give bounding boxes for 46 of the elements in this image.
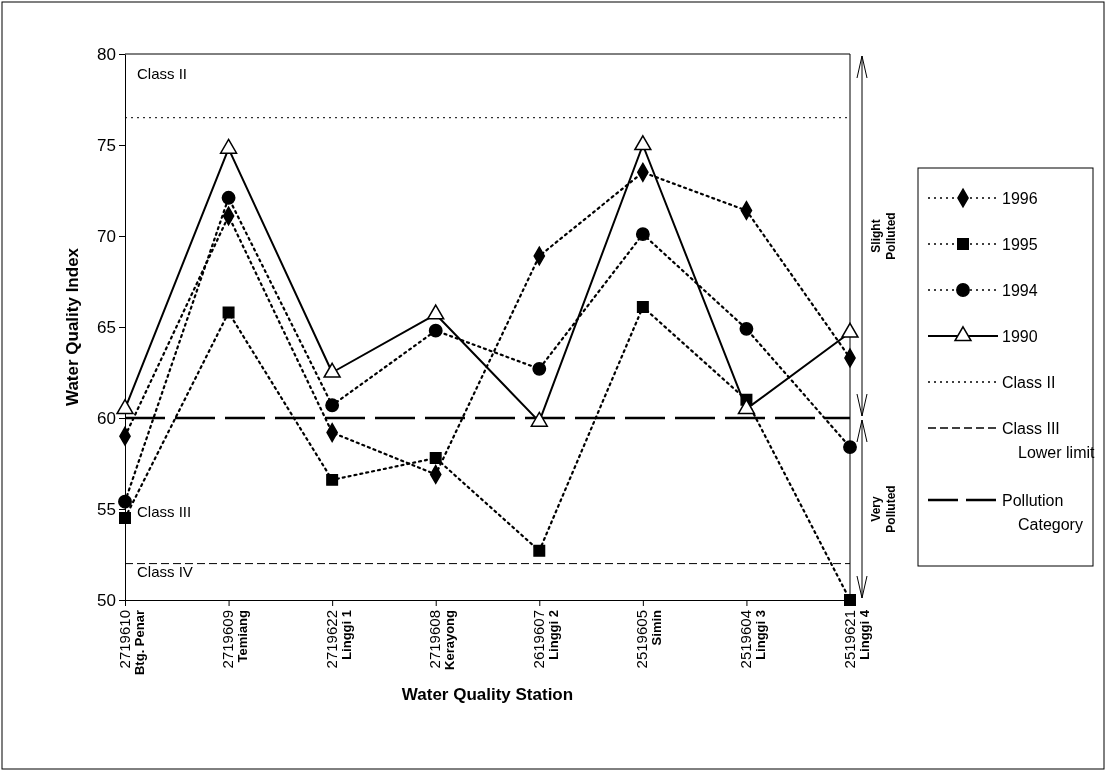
x-tick-label: 2719608 Kerayong — [426, 609, 458, 670]
point — [427, 304, 445, 320]
point — [428, 323, 443, 338]
legend-label: Class II — [1002, 373, 1056, 391]
point — [119, 512, 131, 525]
y-tick-label: 55 — [97, 499, 116, 519]
point — [739, 321, 754, 336]
x-tick-label: 2719610 Btg. Penar — [115, 610, 147, 676]
point — [635, 227, 650, 242]
point — [326, 473, 339, 486]
y-tick-label: 75 — [97, 135, 116, 155]
point — [325, 398, 340, 413]
legend-label: 1990 — [1002, 327, 1038, 345]
x-tick-label: 2519605 Simin — [633, 609, 665, 669]
point — [221, 190, 236, 205]
legend-label: 1994 — [1002, 281, 1038, 299]
x-tick-label: 2519604 Linggi 3 — [736, 610, 768, 669]
annotation: Class II — [137, 65, 188, 83]
point — [636, 300, 649, 313]
x-axis-title: Water Quality Station — [401, 685, 574, 704]
legend-label: Class III Lower limit — [1002, 419, 1096, 461]
text: Very Polluted — [869, 485, 898, 533]
x-tick-label: 2519621 Linggi 4 — [840, 609, 872, 669]
x-tick-label: 2719609 Temiang — [219, 609, 251, 669]
annotation: Class III — [137, 503, 192, 521]
legend-label: Pollution Category — [1002, 491, 1083, 533]
y-tick-label: 65 — [97, 317, 116, 337]
x-tick-label: 2619607 Linggi 2 — [529, 610, 561, 669]
annotation: Class IV — [137, 563, 193, 581]
point — [532, 361, 547, 376]
y-tick-label: 50 — [97, 590, 116, 610]
legend-label: 1995 — [1002, 235, 1038, 253]
x-tick-label: 2719622 Linggi 1 — [322, 610, 354, 669]
legend-label: 1996 — [1002, 189, 1038, 207]
point — [118, 494, 132, 509]
point — [843, 440, 857, 455]
y-tick-label: 70 — [97, 226, 116, 246]
y-tick-label: 80 — [97, 44, 116, 64]
text: Slight Polluted — [869, 212, 898, 260]
point — [533, 544, 546, 557]
y-tick-label: 60 — [97, 408, 116, 428]
y-axis-title: Water Quality Index — [63, 247, 82, 407]
point — [429, 452, 442, 465]
point — [222, 306, 235, 319]
point — [634, 135, 652, 151]
point — [844, 594, 856, 606]
